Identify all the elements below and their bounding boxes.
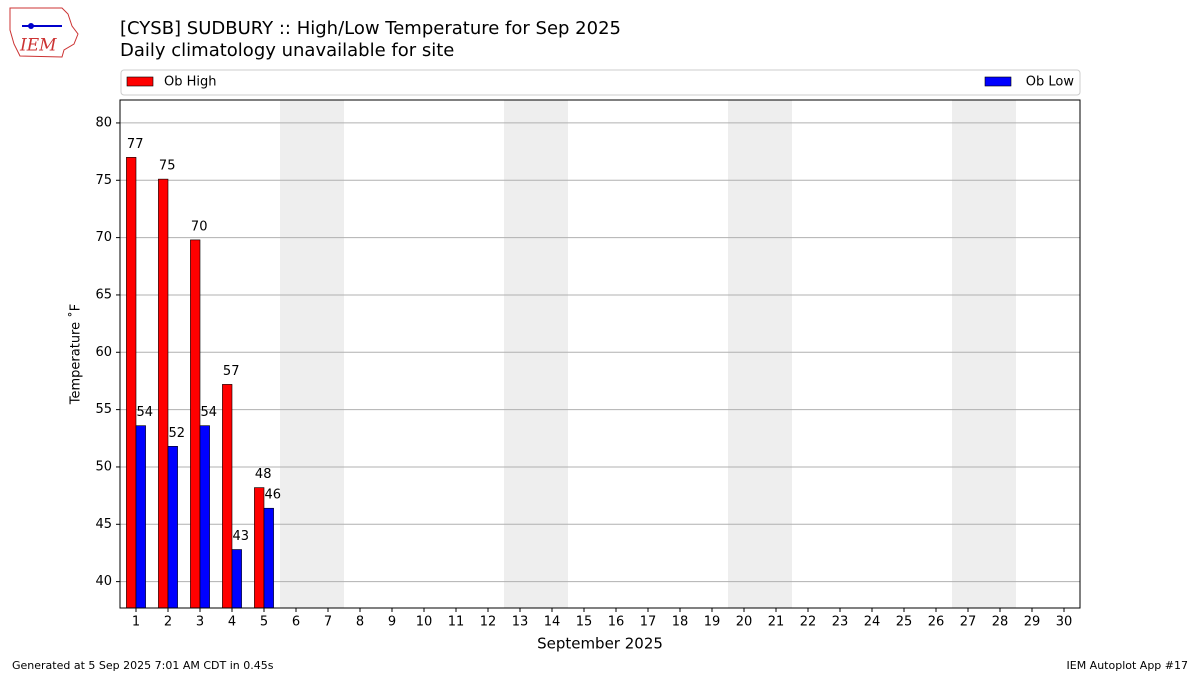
x-tick-label: 2 [164,615,172,630]
chart-subtitle: Daily climatology unavailable for site [120,40,454,61]
x-tick-label: 6 [292,615,300,630]
x-tick-label: 1 [132,615,140,630]
x-tick-label: 22 [800,615,817,630]
x-tick-label: 8 [356,615,364,630]
x-tick-label: 7 [324,615,332,630]
bar [135,425,146,609]
bar [231,549,242,609]
x-tick-label: 28 [992,615,1009,630]
logo: IEM [9,7,79,58]
y-tick-label: 40 [95,574,112,589]
bar [190,239,201,609]
bar [222,384,233,609]
x-tick-label: 21 [768,615,785,630]
bar [167,446,178,609]
weekend-shade [984,100,1016,608]
weekend-shade [312,100,344,608]
y-tick-label: 60 [95,345,112,360]
value-label: 77 [127,137,144,152]
bar [158,178,169,609]
x-tick-label: 15 [576,615,593,630]
x-tick-label: 20 [736,615,753,630]
weekend-shade [760,100,792,608]
x-tick-label: 25 [896,615,913,630]
x-tick-label: 4 [228,615,236,630]
x-tick-label: 5 [260,615,268,630]
bar [126,157,137,609]
logo-outline [9,7,79,58]
value-label: 57 [223,364,240,379]
x-tick-label: 16 [608,615,625,630]
value-label: 54 [137,405,154,420]
legend-swatch [984,76,1012,87]
logo-dot [28,23,34,29]
x-tick-label: 13 [512,615,529,630]
x-tick-label: 30 [1056,615,1073,630]
legend-box [120,69,1081,96]
x-axis-label: September 2025 [537,635,663,653]
x-tick-label: 27 [960,615,977,630]
weekend-shade [504,100,536,608]
logo-text: IEM [19,36,57,56]
legend-swatch [126,76,154,87]
y-tick-label: 45 [95,517,112,532]
x-tick-label: 3 [196,615,204,630]
x-tick-label: 24 [864,615,881,630]
value-label: 52 [169,426,186,441]
weekend-shade [728,100,760,608]
bar [263,507,274,609]
x-tick-label: 9 [388,615,396,630]
y-tick-label: 50 [95,459,112,474]
value-label: 75 [159,159,176,174]
chart-title: [CYSB] SUDBURY :: High/Low Temperature f… [120,18,621,39]
y-tick-label: 80 [95,115,112,130]
x-tick-label: 29 [1024,615,1041,630]
x-tick-label: 19 [704,615,721,630]
x-tick-label: 17 [640,615,657,630]
y-tick-label: 70 [95,230,112,245]
x-tick-label: 10 [416,615,433,630]
weekend-shade [280,100,312,608]
weekend-shade [952,100,984,608]
x-tick-label: 11 [448,615,465,630]
value-label: 70 [191,219,208,234]
value-label: 46 [265,488,282,503]
x-tick-label: 26 [928,615,945,630]
x-tick-label: 14 [544,615,561,630]
y-tick-label: 65 [95,287,112,302]
x-tick-label: 23 [832,615,849,630]
value-label: 43 [233,529,250,544]
value-label: 48 [255,467,272,482]
y-tick-label: 75 [95,173,112,188]
bar [254,487,265,609]
plot-frame [119,99,1081,609]
legend-label: Ob High [164,75,217,90]
y-axis-label: Temperature ˚F [68,304,84,405]
value-label: 54 [201,405,218,420]
legend-label: Ob Low [1026,75,1075,90]
y-tick-label: 55 [95,402,112,417]
footer-left: Generated at 5 Sep 2025 7:01 AM CDT in 0… [12,659,274,672]
x-tick-label: 18 [672,615,689,630]
bar [199,425,210,609]
footer-right: IEM Autoplot App #17 [1067,659,1189,672]
x-tick-label: 12 [480,615,497,630]
weekend-shade [536,100,568,608]
